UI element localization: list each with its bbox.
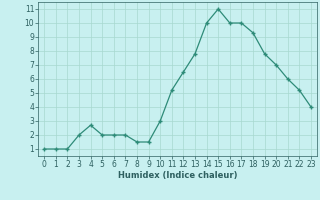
X-axis label: Humidex (Indice chaleur): Humidex (Indice chaleur) — [118, 171, 237, 180]
